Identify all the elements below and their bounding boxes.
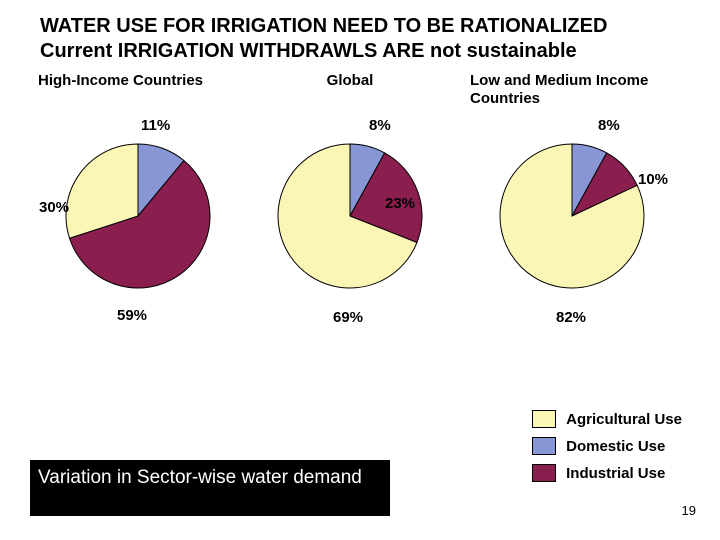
legend-label-agricultural: Agricultural Use [566, 411, 682, 428]
legend-row-agricultural: Agricultural Use [532, 410, 682, 428]
legend-swatch-industrial [532, 464, 556, 482]
pct-label-agricultural: 30% [39, 199, 69, 216]
slide-title: WATER USE FOR IRRIGATION NEED TO BE RATI… [0, 0, 720, 66]
pct-label-industrial: 10% [638, 171, 668, 188]
chart-label-global: Global [327, 72, 374, 112]
pct-label-industrial: 59% [117, 307, 147, 324]
chart-label-high-income: High-Income Countries [38, 72, 203, 112]
title-line-1: WATER USE FOR IRRIGATION NEED TO BE RATI… [40, 14, 680, 39]
chart-high-income: High-Income Countries 30% 11% 59% [38, 72, 238, 332]
page-number: 19 [682, 503, 696, 518]
pct-label-domestic: 8% [369, 117, 391, 134]
pie-high-income: 30% 11% 59% [33, 112, 243, 332]
legend-row-industrial: Industrial Use [532, 464, 682, 482]
pie-global: 69% 8% 23% [245, 112, 455, 332]
legend-row-domestic: Domestic Use [532, 437, 682, 455]
caption-box: Variation in Sector-wise water demand [30, 460, 390, 516]
legend-swatch-domestic [532, 437, 556, 455]
pct-label-industrial: 23% [385, 195, 415, 212]
charts-row: High-Income Countries 30% 11% 59% Global 6… [0, 66, 720, 332]
pct-label-agricultural: 82% [556, 309, 586, 326]
pct-label-domestic: 11% [141, 117, 170, 134]
pie-low-medium: 82% 8% 10% [462, 112, 682, 332]
title-line-2: Current IRRIGATION WITHDRAWLS ARE not su… [40, 39, 680, 64]
pct-label-domestic: 8% [598, 117, 620, 134]
legend-swatch-agricultural [532, 410, 556, 428]
chart-global: Global 69% 8% 23% [250, 72, 450, 332]
legend-label-industrial: Industrial Use [566, 465, 665, 482]
legend-label-domestic: Domestic Use [566, 438, 665, 455]
chart-low-medium: Low and Medium Income Countries 82% 8% 10% [462, 72, 682, 332]
pct-label-agricultural: 69% [333, 309, 363, 326]
chart-label-low-medium: Low and Medium Income Countries [462, 72, 682, 112]
legend: Agricultural Use Domestic Use Industrial… [532, 410, 682, 482]
